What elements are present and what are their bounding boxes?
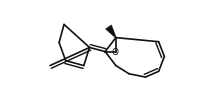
Polygon shape xyxy=(105,25,116,38)
Text: O: O xyxy=(111,48,118,57)
